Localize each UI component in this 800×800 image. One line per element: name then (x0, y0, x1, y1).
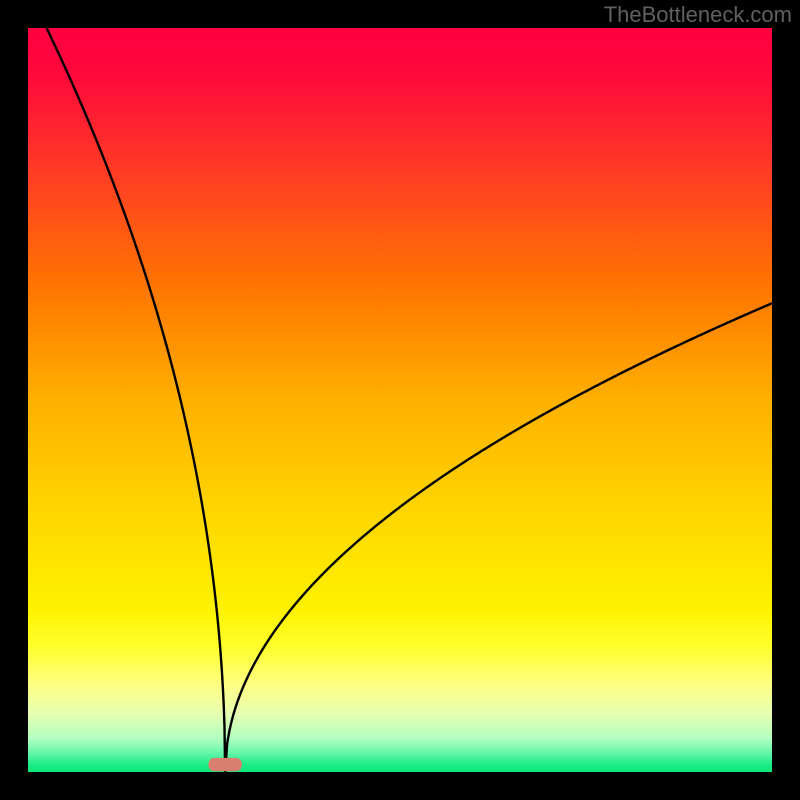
chart-background (28, 28, 772, 772)
chart-stage: TheBottleneck.com (0, 0, 800, 800)
chart-svg (0, 0, 800, 800)
optimal-point-marker (208, 758, 241, 771)
watermark-text: TheBottleneck.com (604, 2, 792, 28)
